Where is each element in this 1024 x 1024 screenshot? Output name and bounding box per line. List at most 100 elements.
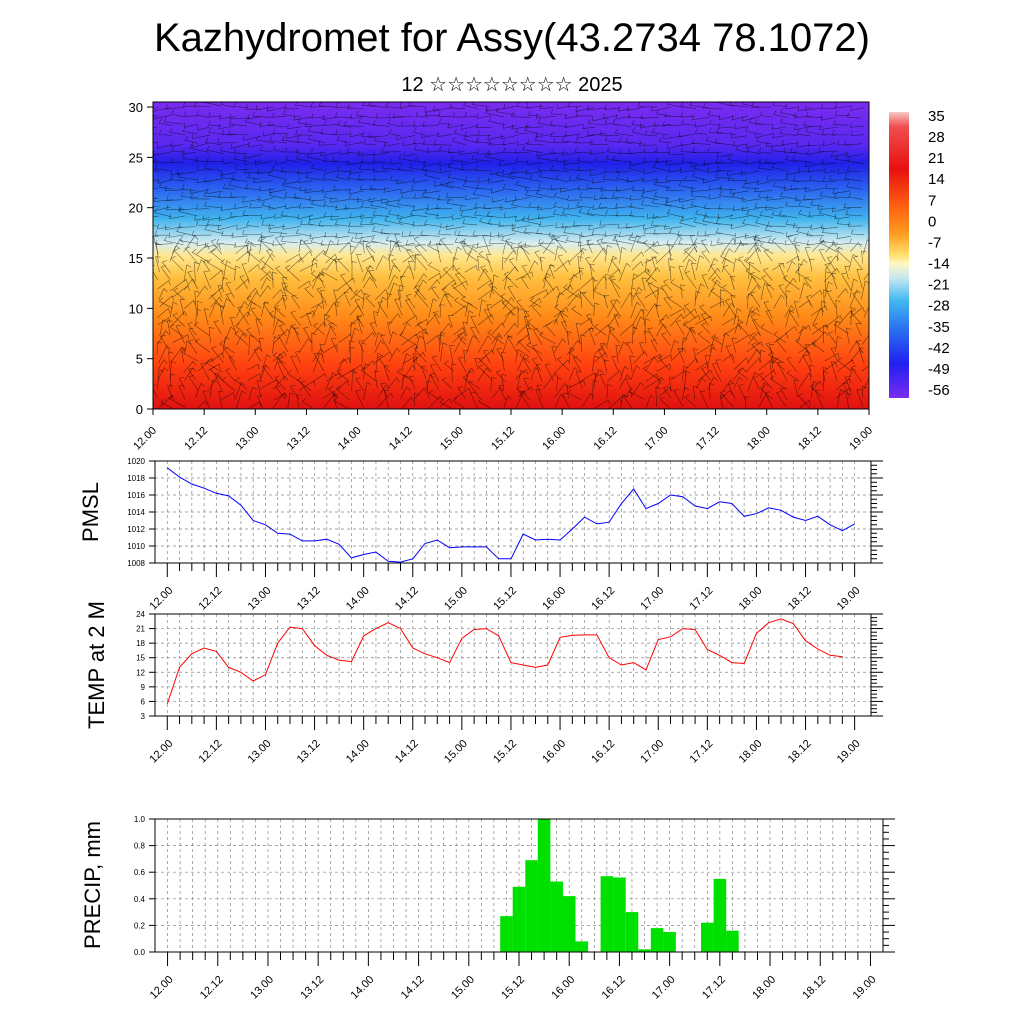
wind-barb	[662, 386, 672, 399]
wind-barb	[466, 310, 474, 326]
wind-barb	[822, 367, 828, 382]
precip-bar	[726, 930, 739, 952]
wind-barb	[478, 335, 492, 353]
wind-barb	[405, 240, 427, 246]
wind-barb	[453, 280, 468, 290]
wind-barb	[822, 325, 829, 344]
wind-barb	[681, 156, 698, 164]
wind-barb	[280, 166, 301, 173]
wind-barb	[552, 209, 568, 217]
wind-barb	[325, 315, 338, 327]
wind-barb	[170, 256, 184, 272]
wind-barb	[699, 390, 709, 409]
wind-barb	[744, 396, 750, 409]
wind-barb	[508, 171, 529, 180]
wind-barb	[442, 266, 454, 280]
wind-barb	[836, 377, 852, 391]
wind-barb	[259, 235, 267, 254]
wind-barb	[503, 147, 518, 154]
wind-barb	[744, 126, 762, 135]
wind-barb	[388, 347, 401, 363]
temp-frame	[154, 613, 872, 717]
wind-barb	[478, 364, 493, 381]
wind-barb	[524, 185, 542, 191]
wind-barb	[856, 389, 864, 407]
wind-barb	[354, 299, 365, 316]
wind-barb	[651, 256, 657, 272]
wind-barb	[431, 355, 442, 372]
wind-barb	[863, 377, 869, 391]
wind-barb	[750, 314, 760, 328]
wind-barb	[666, 240, 683, 246]
wind-barb	[754, 186, 773, 193]
wind-barb	[519, 390, 530, 408]
wind-barb	[645, 269, 657, 282]
wind-barb	[453, 327, 465, 336]
wind-barb	[398, 217, 415, 226]
wind-barb	[535, 364, 543, 382]
wind-barb	[708, 194, 722, 200]
wind-barb	[291, 294, 301, 310]
wind-barb	[387, 119, 401, 127]
wind-barb	[832, 188, 851, 195]
wind-barb	[280, 236, 299, 244]
wind-barb	[651, 128, 670, 136]
profile-x-tick-label: 17.12	[694, 425, 722, 453]
pmsl-x-tick-label: 15.12	[491, 585, 519, 613]
wind-barb	[438, 323, 452, 337]
wind-barb	[655, 386, 661, 407]
wind-barb	[714, 138, 735, 146]
wind-barb	[606, 147, 621, 154]
wind-barb	[323, 200, 338, 208]
wind-barb	[310, 300, 327, 309]
wind-barb	[645, 303, 659, 319]
wind-barb	[166, 195, 183, 201]
wind-barb	[520, 244, 531, 263]
wind-barb	[819, 239, 837, 253]
wind-barb	[718, 203, 735, 210]
wind-barb	[526, 341, 543, 354]
wind-barb	[413, 273, 428, 290]
wind-barb	[647, 327, 658, 345]
profile-x-tick-label: 18.00	[745, 425, 773, 453]
wind-barb	[618, 341, 628, 355]
wind-barb	[767, 237, 785, 245]
wind-barb	[722, 379, 734, 392]
wind-barb	[370, 185, 390, 191]
wind-barb	[361, 255, 375, 263]
wind-barb	[413, 121, 427, 128]
wind-barb	[208, 286, 225, 300]
wind-barb	[607, 255, 618, 273]
wind-barb	[730, 132, 748, 139]
wind-barb	[390, 159, 403, 165]
wind-barb	[855, 340, 863, 353]
wind-barb	[679, 167, 697, 173]
wind-barb	[849, 241, 862, 252]
wind-barb	[478, 397, 492, 409]
wind-barb	[826, 256, 837, 272]
wind-barb	[337, 380, 350, 391]
wind-barb	[808, 175, 823, 182]
wind-barb	[256, 380, 263, 398]
wind-barb	[160, 335, 171, 353]
wind-barb	[511, 123, 531, 130]
wind-barb	[347, 104, 364, 110]
temp-x-tick-label: 15.00	[442, 738, 470, 766]
wind-barb	[844, 265, 851, 280]
wind-barb	[683, 308, 697, 319]
wind-barb	[516, 245, 523, 262]
wind-barb	[678, 266, 684, 281]
wind-barb	[593, 373, 601, 389]
wind-barb	[420, 365, 427, 380]
wind-barb	[757, 163, 774, 171]
wind-barb	[274, 213, 288, 219]
wind-barb	[721, 284, 736, 299]
wind-barb	[423, 161, 440, 167]
wind-barb	[403, 151, 416, 157]
wind-barb	[296, 394, 302, 408]
pmsl-x-tick-label: 16.00	[540, 585, 568, 613]
wind-barb	[463, 134, 479, 144]
wind-barb	[814, 389, 824, 409]
pmsl-x-tick-label: 15.00	[442, 585, 470, 613]
wind-barb	[373, 175, 389, 181]
